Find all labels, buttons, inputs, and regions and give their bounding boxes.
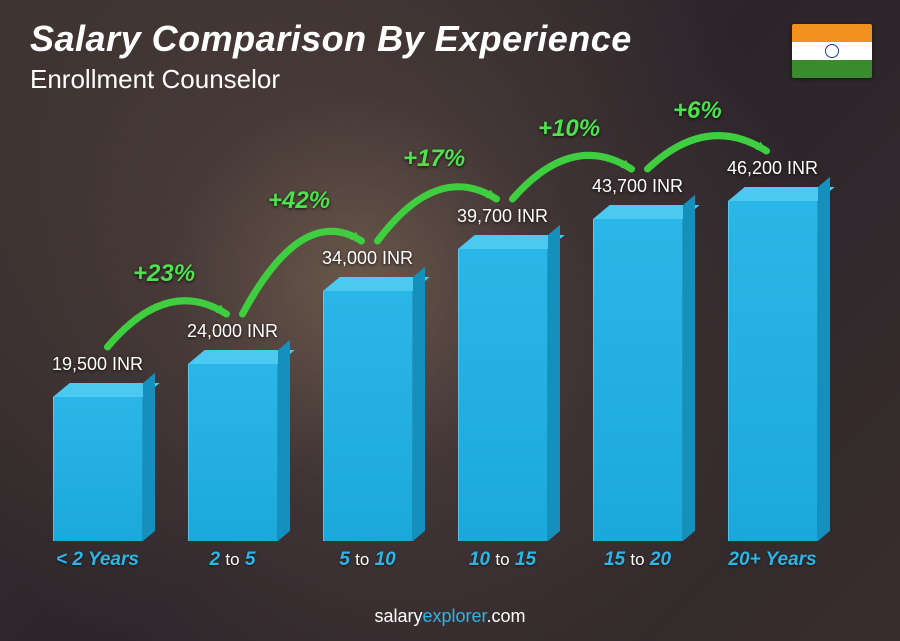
x-axis-labels: < 2 Years2 to 55 to 1010 to 1515 to 2020… [30, 549, 840, 571]
bar-front [458, 249, 548, 541]
bar-value-label: 19,500 INR [28, 354, 168, 375]
flag-stripe-bottom [792, 60, 872, 78]
percent-increase-label: +42% [268, 187, 330, 215]
bar-value-label: 46,200 INR [703, 158, 843, 179]
bar-side-face [548, 225, 560, 541]
flag-chakra-icon [825, 44, 839, 58]
percent-increase-label: +23% [133, 260, 195, 288]
flag-stripe-top [792, 24, 872, 42]
bar-column: 46,200 INR [705, 120, 840, 541]
bar [593, 219, 683, 541]
bar-front [188, 364, 278, 541]
bar [728, 201, 818, 541]
footer-post: .com [487, 606, 526, 626]
bar-side-face [683, 195, 695, 541]
x-axis-label: 5 to 10 [300, 549, 435, 571]
infographic-canvas: Salary Comparison By Experience Enrollme… [0, 0, 900, 641]
percent-increase-label: +10% [538, 115, 600, 143]
bar-column: 39,700 INR [435, 120, 570, 541]
x-axis-label: 10 to 15 [435, 549, 570, 571]
bar [323, 291, 413, 541]
bar-chart: 19,500 INR 24,000 INR 34,000 INR 39,700 INR… [30, 120, 840, 571]
bar-side-face [143, 373, 155, 541]
bar-column: 43,700 INR [570, 120, 705, 541]
bar-value-label: 43,700 INR [568, 176, 708, 197]
bar-side-face [278, 340, 290, 541]
india-flag-icon [792, 24, 872, 78]
bar-column: 19,500 INR [30, 120, 165, 541]
bar-value-label: 34,000 INR [298, 248, 438, 269]
bar [188, 364, 278, 541]
footer-accent: explorer [422, 606, 486, 626]
x-axis-label: 20+ Years [705, 549, 840, 571]
bar-value-label: 39,700 INR [433, 206, 573, 227]
bar-column: 34,000 INR [300, 120, 435, 541]
bar-front [728, 201, 818, 541]
percent-increase-label: +6% [673, 97, 722, 125]
title-main: Salary Comparison By Experience [30, 18, 632, 60]
title-sub: Enrollment Counselor [30, 64, 632, 95]
bar [458, 249, 548, 541]
x-axis-label: 15 to 20 [570, 549, 705, 571]
x-axis-label: 2 to 5 [165, 549, 300, 571]
bar-front [323, 291, 413, 541]
bars-container: 19,500 INR 24,000 INR 34,000 INR 39,700 INR… [30, 120, 840, 541]
bar [53, 397, 143, 541]
bar-value-label: 24,000 INR [163, 321, 303, 342]
bar-column: 24,000 INR [165, 120, 300, 541]
bar-side-face [413, 267, 425, 541]
footer-pre: salary [374, 606, 422, 626]
title-block: Salary Comparison By Experience Enrollme… [30, 18, 632, 95]
x-axis-label: < 2 Years [30, 549, 165, 571]
bar-front [53, 397, 143, 541]
percent-increase-label: +17% [403, 145, 465, 173]
bar-side-face [818, 177, 830, 541]
bar-front [593, 219, 683, 541]
footer-source: salaryexplorer.com [0, 606, 900, 627]
